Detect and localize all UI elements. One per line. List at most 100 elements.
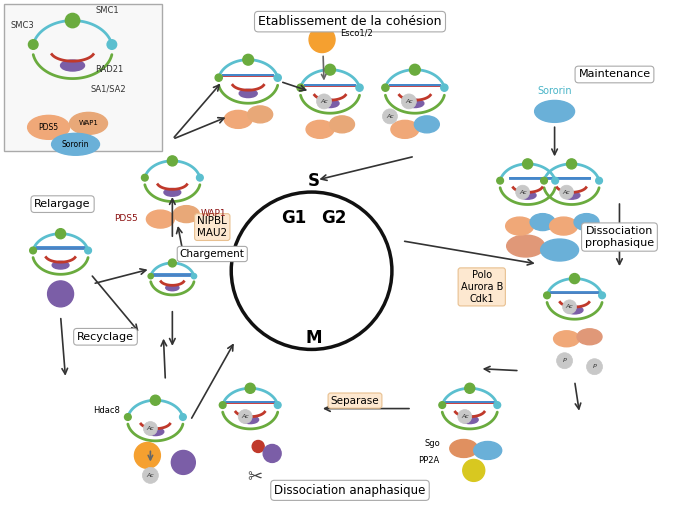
Circle shape <box>463 460 484 482</box>
Circle shape <box>219 402 226 408</box>
Text: Ac: Ac <box>241 414 249 419</box>
Circle shape <box>180 414 186 420</box>
FancyBboxPatch shape <box>4 4 162 151</box>
Circle shape <box>441 84 448 91</box>
Ellipse shape <box>574 214 599 231</box>
Text: Sororin: Sororin <box>62 140 90 149</box>
Text: WAP1: WAP1 <box>200 209 226 218</box>
Text: Ac: Ac <box>563 190 570 194</box>
Circle shape <box>563 300 577 314</box>
Ellipse shape <box>577 329 602 345</box>
Circle shape <box>144 421 158 436</box>
Circle shape <box>556 353 573 369</box>
Circle shape <box>238 410 252 423</box>
Text: Recyclage: Recyclage <box>77 332 134 342</box>
Circle shape <box>458 410 472 423</box>
Circle shape <box>566 159 577 169</box>
Text: Ac: Ac <box>461 414 468 419</box>
Circle shape <box>570 273 580 284</box>
Ellipse shape <box>554 331 580 347</box>
Circle shape <box>309 26 335 52</box>
Circle shape <box>107 40 117 49</box>
Ellipse shape <box>391 120 419 138</box>
Ellipse shape <box>564 191 580 199</box>
Ellipse shape <box>61 60 85 71</box>
Ellipse shape <box>248 106 273 123</box>
Text: SMC1: SMC1 <box>95 6 119 15</box>
Text: NIPBL
MAU2: NIPBL MAU2 <box>197 216 228 238</box>
Circle shape <box>274 402 281 408</box>
Circle shape <box>494 402 500 408</box>
Circle shape <box>596 177 603 184</box>
Circle shape <box>172 450 195 474</box>
Ellipse shape <box>535 100 575 122</box>
Circle shape <box>552 177 559 184</box>
Circle shape <box>169 259 176 267</box>
Ellipse shape <box>174 206 199 222</box>
Text: SA1/SA2: SA1/SA2 <box>90 84 126 94</box>
Text: S: S <box>307 172 320 190</box>
Text: Dissociation
prophasique: Dissociation prophasique <box>585 226 654 248</box>
Ellipse shape <box>414 116 440 133</box>
Text: Separase: Separase <box>330 395 379 406</box>
Circle shape <box>516 185 530 199</box>
Circle shape <box>382 109 398 124</box>
Ellipse shape <box>27 116 69 139</box>
Text: Relargage: Relargage <box>34 199 91 209</box>
Circle shape <box>29 40 38 49</box>
Ellipse shape <box>241 416 258 423</box>
Ellipse shape <box>306 120 334 138</box>
Ellipse shape <box>52 261 69 269</box>
Text: Ac: Ac <box>566 304 573 309</box>
Circle shape <box>125 414 131 420</box>
Circle shape <box>148 273 153 279</box>
Text: SMC3: SMC3 <box>10 21 34 30</box>
Text: P: P <box>563 358 566 363</box>
Circle shape <box>325 64 335 75</box>
Ellipse shape <box>540 239 578 261</box>
Circle shape <box>197 174 203 181</box>
Text: PP2A: PP2A <box>419 457 440 465</box>
Text: Ac: Ac <box>320 99 328 104</box>
Ellipse shape <box>505 217 533 235</box>
Text: P: P <box>593 364 596 369</box>
Circle shape <box>29 247 36 254</box>
Text: ✂: ✂ <box>248 468 262 487</box>
Circle shape <box>191 273 197 279</box>
Circle shape <box>141 174 148 181</box>
Ellipse shape <box>321 99 339 107</box>
Circle shape <box>544 292 550 299</box>
Circle shape <box>243 54 253 65</box>
Text: Sororin: Sororin <box>538 87 572 96</box>
Circle shape <box>142 467 158 484</box>
Circle shape <box>316 94 332 109</box>
Circle shape <box>85 247 92 254</box>
Text: Ac: Ac <box>405 99 413 104</box>
Circle shape <box>356 84 363 91</box>
Circle shape <box>48 281 74 307</box>
Text: Ac: Ac <box>146 426 154 431</box>
Circle shape <box>274 74 281 81</box>
Ellipse shape <box>474 441 502 460</box>
Ellipse shape <box>507 235 545 257</box>
Text: RAD21: RAD21 <box>95 65 124 73</box>
Circle shape <box>134 442 160 468</box>
Ellipse shape <box>69 112 108 134</box>
Circle shape <box>150 395 160 405</box>
Circle shape <box>297 84 304 91</box>
Ellipse shape <box>450 439 477 458</box>
Circle shape <box>245 383 255 393</box>
Circle shape <box>523 159 533 169</box>
Text: PDS5: PDS5 <box>113 214 137 223</box>
Circle shape <box>559 185 573 199</box>
Text: Esco1/2: Esco1/2 <box>340 29 373 38</box>
Circle shape <box>215 74 223 81</box>
Circle shape <box>167 156 177 166</box>
Text: G1: G1 <box>281 209 306 227</box>
Circle shape <box>497 177 503 184</box>
Ellipse shape <box>224 110 252 128</box>
Text: Hdac8: Hdac8 <box>94 406 120 414</box>
Text: G2: G2 <box>321 209 346 227</box>
Text: Maintenance: Maintenance <box>578 70 650 79</box>
Ellipse shape <box>166 285 179 291</box>
